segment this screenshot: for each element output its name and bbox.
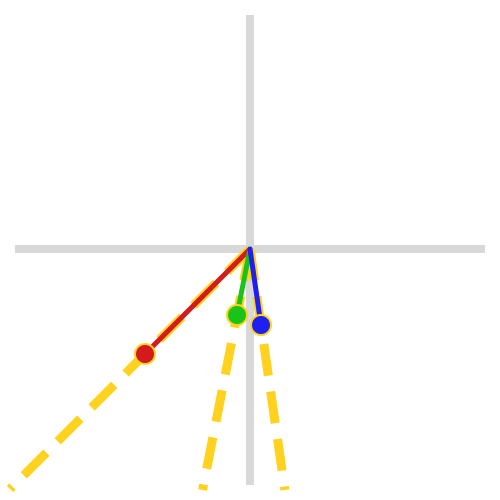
red-handle[interactable] [134, 343, 156, 365]
blue-guide-line [245, 248, 290, 491]
handles [134, 304, 272, 365]
blue-vector [247, 246, 264, 328]
red-vector [142, 246, 253, 357]
green-guide-line [198, 248, 255, 491]
green-handle[interactable] [226, 304, 248, 326]
blue-handle[interactable] [250, 314, 272, 336]
vectors [142, 246, 264, 357]
green-vector [234, 246, 253, 318]
